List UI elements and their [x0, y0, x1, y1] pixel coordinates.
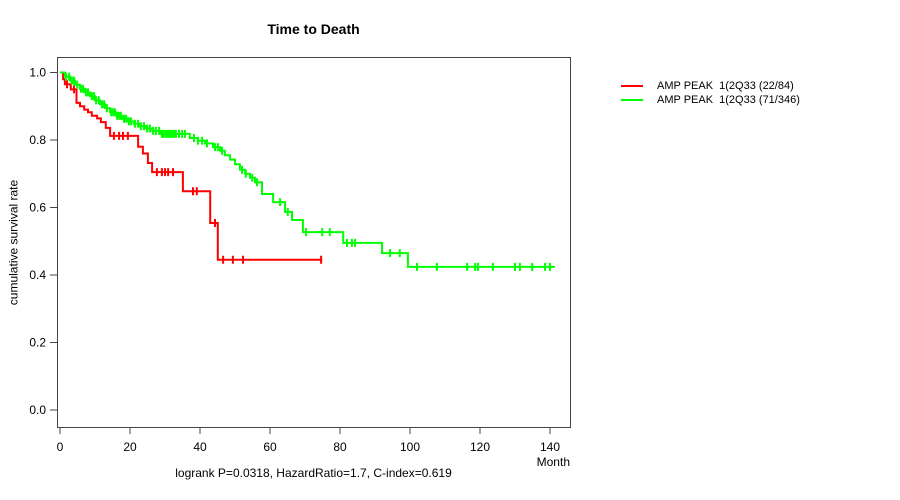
chart-title: Time to Death [267, 21, 360, 37]
y-axis-title: cumulative survival rate [6, 179, 21, 306]
y-tick-label: 1.0 [29, 66, 46, 80]
plot-box [57, 57, 571, 428]
x-tick-label: 40 [193, 440, 207, 454]
x-axis-title: Month [536, 455, 570, 469]
legend-label-green: AMP PEAK 1(2Q33 (71/346) [657, 94, 800, 106]
legend: AMP PEAK 1(2Q33 (22/84) AMP PEAK 1(2Q33 … [621, 79, 800, 107]
x-tick-label: 100 [400, 440, 420, 454]
y-tick-label: 0.2 [29, 336, 46, 350]
legend-item-green: AMP PEAK 1(2Q33 (71/346) [621, 93, 800, 107]
x-tick-label: 0 [57, 440, 64, 454]
x-tick-label: 60 [263, 440, 277, 454]
legend-item-red: AMP PEAK 1(2Q33 (22/84) [621, 79, 800, 93]
x-tick-label: 140 [540, 440, 560, 454]
y-tick-label: 0.6 [29, 201, 46, 215]
censor-marks-red [66, 80, 323, 264]
green-line-swatch [621, 99, 643, 101]
stats-annotation: logrank P=0.0318, HazardRatio=1.7, C-ind… [175, 466, 452, 480]
x-tick-label: 80 [333, 440, 347, 454]
survival-curve-green [60, 71, 555, 268]
y-tick-label: 0.0 [29, 403, 46, 417]
censor-marks-green [65, 72, 551, 271]
red-line-swatch [621, 85, 643, 87]
legend-label-red: AMP PEAK 1(2Q33 (22/84) [657, 80, 794, 92]
x-tick-label: 120 [470, 440, 490, 454]
y-tick-label: 0.8 [29, 133, 46, 147]
y-tick-label: 0.4 [29, 268, 46, 282]
x-tick-label: 20 [123, 440, 137, 454]
